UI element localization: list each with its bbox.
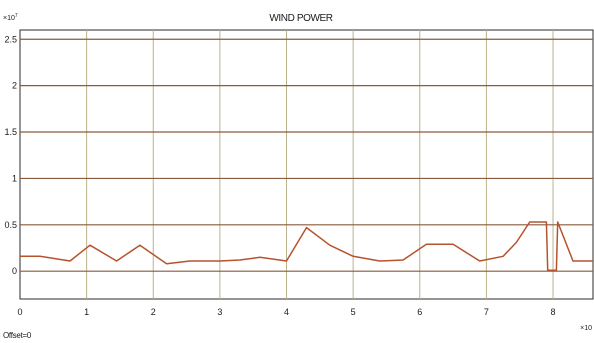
y-tick-label: 2.5 [4,34,17,44]
x-tick-label: 0 [17,307,22,317]
grid [20,30,593,299]
offset-label: Offset=0 [3,331,32,340]
x-tick-label: 7 [484,307,489,317]
x-tick-label: 6 [417,307,422,317]
y-tick-label: 0.5 [4,220,17,230]
y-multiplier-base: ×10 [3,15,15,22]
tick-labels: 0 1 2 3 4 5 6 7 8 0 0.5 1 1.5 2 2.5 [4,34,555,317]
y-tick-label: 1 [12,173,17,183]
x-tick-label: 8 [551,307,556,317]
plot-area [19,29,594,300]
wind-power-series-line [20,221,593,271]
x-tick-label: 2 [151,307,156,317]
y-multiplier-exponent: 7 [15,13,18,19]
y-multiplier: ×107 [3,13,18,22]
y-tick-label: 0 [12,266,17,276]
y-tick-label: 1.5 [4,127,17,137]
x-tick-label: 4 [284,307,289,317]
x-tick-label: 5 [351,307,356,317]
x-multiplier: ×10 [580,325,592,332]
series-layer [20,221,593,271]
x-tick-label: 3 [217,307,222,317]
chart-title: WIND POWER [269,13,332,24]
y-tick-label: 2 [12,81,17,91]
x-tick-label: 1 [84,307,89,317]
